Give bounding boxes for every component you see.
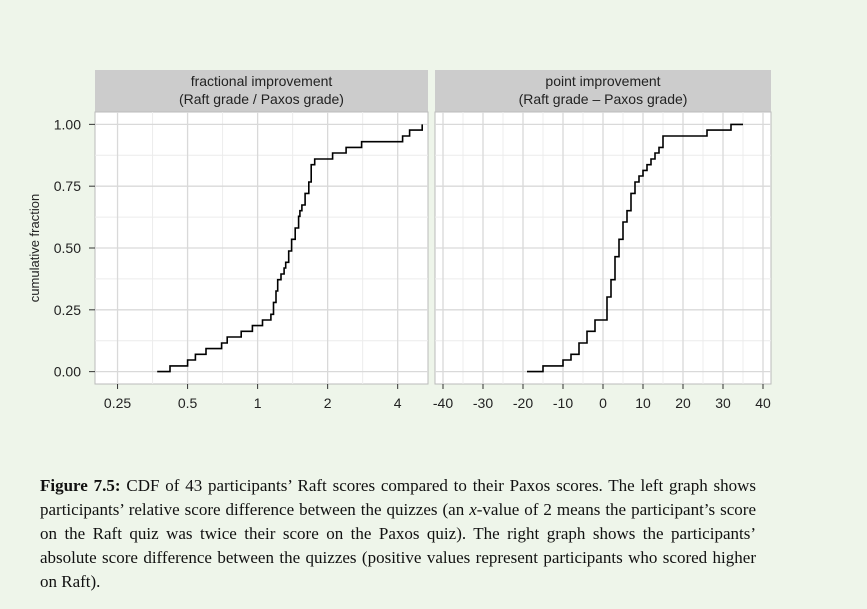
x-tick-label: 40: [755, 395, 771, 411]
x-tick-label: 0: [599, 395, 607, 411]
cdf-step-line-0: [157, 124, 423, 373]
y-tick-label: 1.00: [54, 116, 81, 132]
x-tick-label: 0.5: [178, 395, 198, 411]
caption-label: Figure 7.5:: [40, 476, 121, 495]
y-tick-label: 0.25: [54, 302, 81, 318]
x-tick-label: -40: [433, 395, 453, 411]
figure-caption: Figure 7.5: CDF of 43 participants’ Raft…: [40, 474, 756, 594]
cdf-step-line-1: [527, 123, 743, 373]
x-tick-label: 0.25: [104, 395, 131, 411]
y-tick-label: 0.50: [54, 240, 81, 256]
facet-strip-0: [95, 70, 428, 112]
shared-y-axis: 0.00 0.25 0.50 0.75 1.00: [54, 116, 95, 380]
x-tick-label: -10: [553, 395, 573, 411]
x-tick-label: -20: [513, 395, 533, 411]
x-tick-label: 10: [635, 395, 651, 411]
y-axis-label: cumulative fraction: [27, 194, 42, 302]
facet-strip-1: [435, 70, 771, 112]
x-tick-label: 20: [675, 395, 691, 411]
right-panel-point-improvement: point improvement (Raft grade – Paxos gra…: [433, 70, 772, 411]
caption-text-1: CDF of 43 participants’ Raft scores comp…: [40, 476, 756, 519]
x-tick-label: -30: [473, 395, 493, 411]
x-tick-label: 30: [715, 395, 731, 411]
facet-title-line-1: (Raft grade – Paxos grade): [519, 91, 688, 107]
facet-title-line-1: (Raft grade / Paxos grade): [179, 91, 344, 107]
y-tick-label: 0.00: [54, 364, 81, 380]
facet-title-line-0: fractional improvement: [191, 73, 333, 89]
x-tick-label: 4: [394, 395, 402, 411]
caption-text-2: -value of 2 means the participant’s scor…: [40, 500, 756, 591]
x-tick-label: 1: [254, 395, 262, 411]
x-tick-label: 2: [324, 395, 332, 411]
facet-title-line-0: point improvement: [545, 73, 660, 89]
y-tick-label: 0.75: [54, 178, 81, 194]
caption-variable: x: [469, 500, 477, 519]
left-panel-fractional-improvement: fractional improvement (Raft grade / Paxo…: [94, 70, 429, 411]
